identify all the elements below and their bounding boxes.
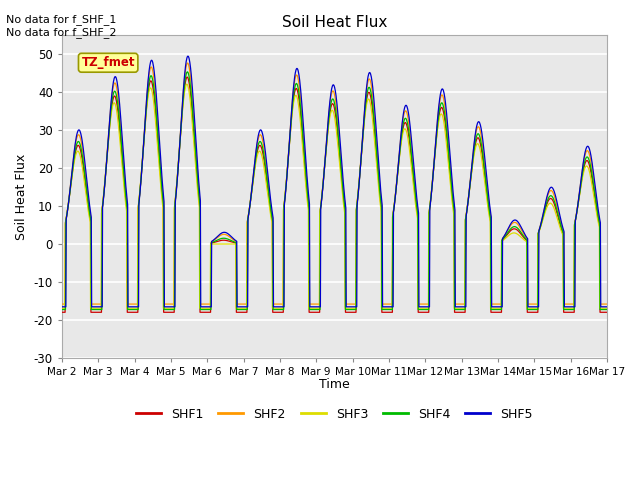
SHF4 bbox=[58, 307, 66, 312]
Text: No data for f_SHF_1
No data for f_SHF_2: No data for f_SHF_1 No data for f_SHF_2 bbox=[6, 14, 117, 38]
SHF2 bbox=[58, 301, 66, 307]
SHF2 bbox=[369, 91, 376, 96]
SHF3 bbox=[301, 171, 308, 177]
SHF4 bbox=[290, 93, 298, 99]
SHF3 bbox=[122, 205, 130, 211]
SHF1 bbox=[122, 200, 130, 206]
Text: TZ_fmet: TZ_fmet bbox=[81, 56, 135, 69]
SHF1 bbox=[369, 106, 376, 111]
SHF1 bbox=[301, 163, 308, 168]
SHF1 bbox=[184, 74, 191, 80]
SHF3 bbox=[311, 305, 319, 311]
SHF4 bbox=[311, 307, 319, 312]
Line: SHF1: SHF1 bbox=[62, 77, 607, 312]
SHF4 bbox=[184, 69, 191, 75]
SHF1 bbox=[290, 96, 298, 102]
Line: SHF2: SHF2 bbox=[62, 63, 607, 304]
SHF5 bbox=[290, 84, 298, 90]
SHF1 bbox=[311, 310, 319, 315]
Line: SHF5: SHF5 bbox=[62, 56, 607, 307]
SHF4 bbox=[603, 307, 611, 312]
SHF3 bbox=[100, 188, 108, 193]
SHF4 bbox=[369, 100, 376, 106]
SHF2 bbox=[100, 189, 108, 194]
SHF5 bbox=[603, 304, 611, 310]
Title: Soil Heat Flux: Soil Heat Flux bbox=[282, 15, 387, 30]
SHF5 bbox=[58, 304, 66, 310]
SHF3 bbox=[183, 81, 191, 87]
Legend: SHF1, SHF2, SHF3, SHF4, SHF5: SHF1, SHF2, SHF3, SHF4, SHF5 bbox=[131, 403, 538, 426]
SHF4 bbox=[301, 158, 308, 164]
SHF4 bbox=[100, 189, 108, 195]
SHF5 bbox=[301, 142, 308, 148]
SHF1 bbox=[58, 310, 66, 315]
Line: SHF3: SHF3 bbox=[62, 84, 607, 308]
SHF2 bbox=[603, 301, 611, 307]
SHF3 bbox=[603, 305, 611, 311]
SHF5 bbox=[369, 82, 376, 87]
SHF5 bbox=[311, 304, 319, 310]
SHF2 bbox=[122, 193, 130, 199]
SHF3 bbox=[369, 115, 376, 121]
SHF2 bbox=[301, 151, 308, 157]
SHF5 bbox=[122, 187, 130, 193]
Line: SHF4: SHF4 bbox=[62, 72, 607, 310]
SHF3 bbox=[58, 305, 66, 311]
Y-axis label: Soil Heat Flux: Soil Heat Flux bbox=[15, 154, 28, 240]
SHF5 bbox=[100, 191, 108, 196]
X-axis label: Time: Time bbox=[319, 378, 350, 391]
SHF1 bbox=[603, 310, 611, 315]
SHF2 bbox=[311, 301, 319, 307]
SHF3 bbox=[290, 100, 298, 106]
SHF4 bbox=[122, 197, 130, 203]
SHF1 bbox=[100, 189, 108, 195]
SHF2 bbox=[184, 60, 191, 66]
SHF5 bbox=[184, 53, 192, 59]
SHF2 bbox=[290, 87, 298, 93]
